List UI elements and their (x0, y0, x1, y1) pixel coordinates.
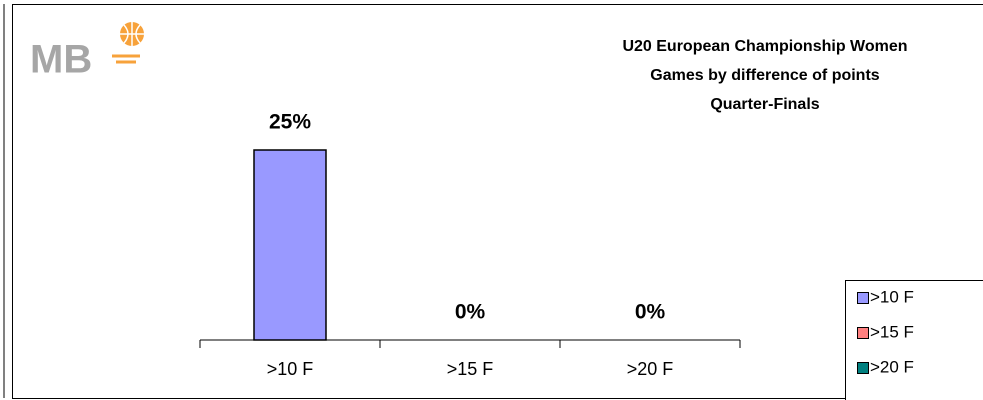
logo: MB (30, 22, 144, 82)
x-tick-label: >10 F (267, 359, 314, 379)
bar (253, 149, 327, 341)
legend-label: >15 F (870, 322, 914, 341)
frame (12, 4, 983, 399)
legend-swatch (857, 292, 869, 304)
logo-swoosh (112, 54, 140, 64)
x-tick-label: >15 F (447, 359, 494, 379)
logo-text: MB (30, 38, 92, 82)
x-tick-label: >20 F (627, 359, 674, 379)
legend-label: >10 F (870, 287, 914, 306)
logo-ball-lines (120, 22, 144, 46)
chart-title: Quarter-Finals (710, 96, 819, 113)
data-label: 0% (635, 301, 666, 324)
legend-swatch (857, 327, 869, 339)
legend-swatch (857, 362, 869, 374)
chart-title: Games by difference of points (650, 67, 879, 84)
legend-label: >20 F (870, 357, 914, 376)
data-label: 25% (269, 111, 311, 134)
chart-title: U20 European Championship Women (622, 38, 907, 55)
data-label: 0% (455, 301, 486, 324)
